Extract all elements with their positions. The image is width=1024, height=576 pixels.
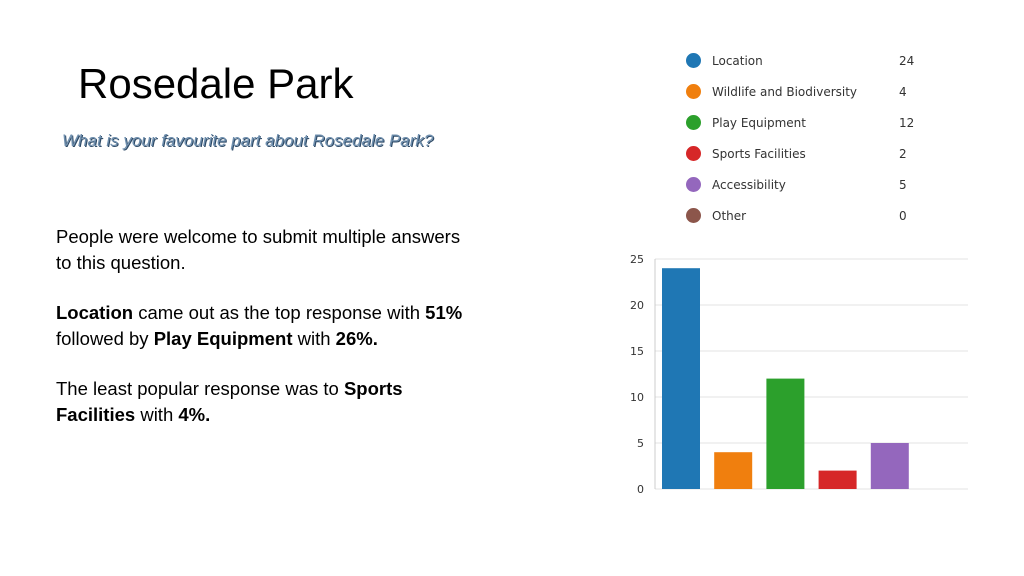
- bar[interactable]: [714, 452, 753, 489]
- legend-count: 5: [899, 178, 907, 192]
- chart-legend: Location 24 Wildlife and Biodiversity 4 …: [684, 50, 924, 236]
- legend-item[interactable]: Accessibility 5: [684, 174, 924, 205]
- summary-text-run: with: [135, 403, 179, 425]
- legend-swatch-icon: [686, 53, 701, 68]
- bar[interactable]: [870, 443, 909, 489]
- legend-count: 24: [899, 54, 915, 68]
- legend-label: Play Equipment: [712, 116, 806, 130]
- summary-paragraph-2: Location came out as the top response wi…: [56, 300, 476, 351]
- legend-count: 4: [899, 85, 907, 99]
- y-tick-label: 25: [630, 253, 644, 266]
- legend-count: 2: [899, 147, 907, 161]
- slide-subtitle: What is your favourite part about Roseda…: [62, 131, 434, 150]
- legend-swatch-icon: [686, 208, 701, 223]
- legend-count: 0: [899, 209, 907, 223]
- legend-label: Wildlife and Biodiversity: [712, 85, 858, 99]
- legend-label: Sports Facilities: [712, 147, 806, 161]
- legend-swatch-icon: [686, 146, 701, 161]
- summary-emphasis: Sports Facilities: [56, 378, 403, 425]
- slide-title: Rosedale Park: [78, 60, 354, 107]
- bar[interactable]: [766, 378, 805, 489]
- legend-item[interactable]: Wildlife and Biodiversity 4: [684, 81, 924, 112]
- legend-label: Other: [712, 209, 747, 223]
- summary-emphasis: 4%.: [178, 403, 211, 425]
- y-tick-label: 0: [637, 483, 644, 496]
- legend-label: Accessibility: [712, 178, 786, 192]
- summary-emphasis: Location: [56, 302, 134, 323]
- bar-chart: 0 5 10 15 20 25: [630, 253, 968, 496]
- legend-item[interactable]: Location 24: [684, 50, 924, 81]
- legend-label: Location: [712, 54, 763, 68]
- y-tick-label: 15: [630, 345, 644, 358]
- legend-swatch-icon: [686, 84, 701, 99]
- legend-item[interactable]: Play Equipment 12: [684, 112, 924, 143]
- bar[interactable]: [662, 268, 700, 489]
- legend-swatch-icon: [686, 115, 701, 130]
- y-tick-label: 10: [630, 391, 644, 404]
- summary-emphasis: Play Equipment: [153, 327, 293, 349]
- legend-item[interactable]: Sports Facilities 2: [684, 143, 924, 174]
- summary-text-run: came out as the top response with: [133, 302, 426, 323]
- summary-text-run: followed by: [56, 327, 154, 349]
- summary-text-run: with: [292, 327, 336, 349]
- y-tick-label: 5: [637, 437, 644, 450]
- y-tick-label: 20: [630, 299, 644, 312]
- summary-text: People were welcome to submit multiple a…: [56, 224, 476, 452]
- legend-item[interactable]: Other 0: [684, 205, 924, 236]
- summary-paragraph-1: People were welcome to submit multiple a…: [56, 226, 461, 273]
- summary-paragraph-3: The least popular response was to Sports…: [56, 376, 476, 427]
- legend-swatch-icon: [686, 177, 701, 192]
- bar[interactable]: [818, 470, 857, 489]
- legend-count: 12: [899, 116, 915, 130]
- summary-emphasis: 51%: [425, 302, 463, 323]
- summary-emphasis: 26%.: [335, 327, 378, 349]
- summary-text-run: The least popular response was to: [56, 378, 344, 399]
